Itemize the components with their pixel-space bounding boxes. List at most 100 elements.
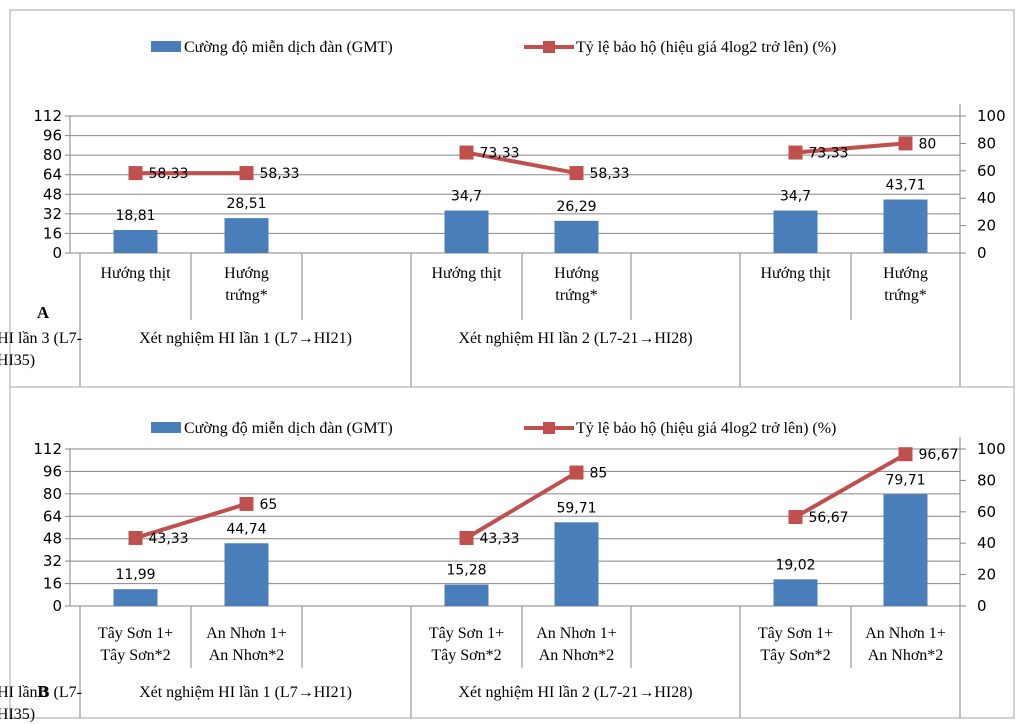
line-segment [134, 502, 248, 540]
group-label: Xét nghiệm HI lần 2 (L7-21→HI28) [458, 684, 692, 701]
y-right-tick-label: 60 [977, 503, 996, 521]
line-value-label: 43,33 [149, 531, 189, 547]
y-left-tick-label: 80 [43, 146, 62, 164]
group-label: Xét nghiệm HI lần 3 (L7- [0, 330, 82, 347]
line-marker [569, 465, 584, 480]
chart-panel-a: Cường độ miễn dịch đàn (GMT) Tỷ lệ bảo hộ… [0, 39, 1006, 387]
line-value-label: 56,67 [809, 510, 849, 526]
y-axis-right: 0 20 40 60 80 100 [959, 437, 1006, 615]
category-label: Hướng [554, 265, 599, 282]
legend-line-label: Tỷ lệ bảo hộ (hiệu giá 4log2 trở lên) (%… [576, 420, 836, 437]
legend-line-marker [543, 41, 555, 53]
line-marker [239, 496, 254, 511]
y-left-tick-label: 16 [43, 575, 62, 593]
line-marker [239, 166, 254, 181]
bar-value-label: 59,71 [556, 500, 596, 516]
category-label: Hướng thịt [100, 265, 171, 282]
line-segment [794, 452, 907, 519]
legend-line-marker [543, 422, 555, 434]
line-marker [459, 530, 474, 545]
y-right-tick-label: 20 [977, 217, 996, 235]
category-label: Tây Sơn*2 [431, 647, 501, 664]
legend-bar-swatch [151, 422, 181, 433]
bar-value-label: 79,71 [885, 472, 925, 488]
y-left-tick-label: 32 [43, 552, 62, 570]
bar [773, 210, 818, 253]
category-label: An Nhơn 1+ [865, 625, 946, 642]
y-right-tick-label: 40 [977, 534, 996, 552]
line-marker [788, 510, 803, 525]
y-left-tick-label: 80 [43, 485, 62, 503]
group-label: Xét nghiệm HI lần 3 (L7- [0, 684, 82, 701]
legend-bar-label: Cường độ miễn dịch đàn (GMT) [184, 420, 393, 437]
line-value-label: 58,33 [590, 166, 630, 182]
bar [883, 494, 928, 606]
category-label: trứng* [884, 287, 926, 304]
line-value-label: 58,33 [260, 166, 300, 182]
category-label: An Nhơn 1+ [536, 625, 617, 642]
line-marker [459, 145, 474, 160]
bar [554, 220, 599, 253]
group-label: 21→HI35) [0, 706, 35, 723]
panel-frame-b [9, 386, 1015, 719]
category-label: Hướng [883, 265, 928, 282]
line-segment [466, 150, 577, 176]
y-right-tick-label: 100 [977, 107, 1006, 125]
legend-bar-swatch [151, 41, 181, 52]
group-label: Xét nghiệm HI lần 1 (L7→HI21) [139, 330, 352, 347]
y-right-tick-label: 0 [977, 244, 987, 262]
line-value-label: 58,33 [149, 166, 189, 182]
category-label: An Nhơn*2 [209, 647, 285, 664]
y-right-tick-label: 60 [977, 162, 996, 180]
bar [554, 522, 599, 606]
y-left-tick-label: 112 [33, 440, 62, 458]
chart-panel-b: Cường độ miễn dịch đàn (GMT) Tỷ lệ bảo hộ… [0, 420, 1006, 723]
category-label: Tây Sơn 1+ [98, 625, 173, 642]
group-label: Xét nghiệm HI lần 2 (L7-21→HI28) [458, 330, 692, 347]
category-label: Tây Sơn*2 [760, 647, 830, 664]
group-3: 34,7 Hướng thịt 43,71 Hướng trứng* Xét nghiệm… [0, 178, 928, 369]
y-left-tick-label: 32 [43, 205, 62, 223]
line-series: 58,33 58,33 73,33 58,33 73,33 80 [128, 136, 937, 182]
bar-value-label: 34,7 [451, 189, 482, 205]
y-left-tick-label: 0 [52, 597, 62, 615]
line-segment [465, 470, 578, 540]
y-right-tick-label: 40 [977, 189, 996, 207]
group-label: 21→HI35) [0, 352, 35, 369]
category-label: An Nhơn 1+ [206, 625, 287, 642]
bar [773, 579, 818, 606]
group-2: 34,7 Hướng thịt 26,29 Hướng trứng* Xét nghiệm… [431, 189, 692, 347]
bar-value-label: 34,7 [780, 189, 811, 205]
line-value-label: 96,67 [919, 447, 959, 463]
category-label: An Nhơn*2 [539, 647, 615, 664]
y-right-tick-label: 80 [977, 134, 996, 152]
bar [883, 199, 928, 253]
line-marker [128, 530, 143, 545]
y-right-tick-label: 100 [977, 440, 1006, 458]
y-axis-right: 0 20 40 60 80 100 [959, 104, 1006, 262]
line-segment [795, 141, 906, 155]
category-label: trứng* [555, 287, 597, 304]
category-label: trứng* [225, 287, 267, 304]
category-label: Hướng thịt [760, 265, 831, 282]
line-value-label: 73,33 [480, 146, 520, 162]
group-2: 15,28 Tây Sơn 1+ Tây Sơn*2 59,71 An Nhơn 1+ A… [429, 500, 693, 701]
y-left-tick-label: 64 [43, 507, 62, 525]
line-value-label: 80 [919, 136, 937, 152]
y-right-tick-label: 80 [977, 471, 996, 489]
line-series: 43,33 65 43,33 85 56,67 96,67 [128, 447, 959, 547]
bar [113, 229, 158, 253]
category-label: Hướng [224, 265, 269, 282]
y-left-tick-label: 96 [43, 462, 62, 480]
category-label: Hướng thịt [431, 265, 502, 282]
group-1: 18,81 Hướng thịt 28,51 Hướng trứng* Xét nghiệ… [100, 196, 351, 347]
bar-value-label: 18,81 [115, 208, 155, 224]
y-left-tick-label: 96 [43, 127, 62, 145]
legend-line-label: Tỷ lệ bảo hộ (hiệu giá 4log2 trở lên) (%… [576, 39, 836, 56]
line-marker [569, 166, 584, 181]
bar-value-label: 43,71 [885, 178, 925, 194]
y-left-tick-label: 112 [33, 107, 62, 125]
